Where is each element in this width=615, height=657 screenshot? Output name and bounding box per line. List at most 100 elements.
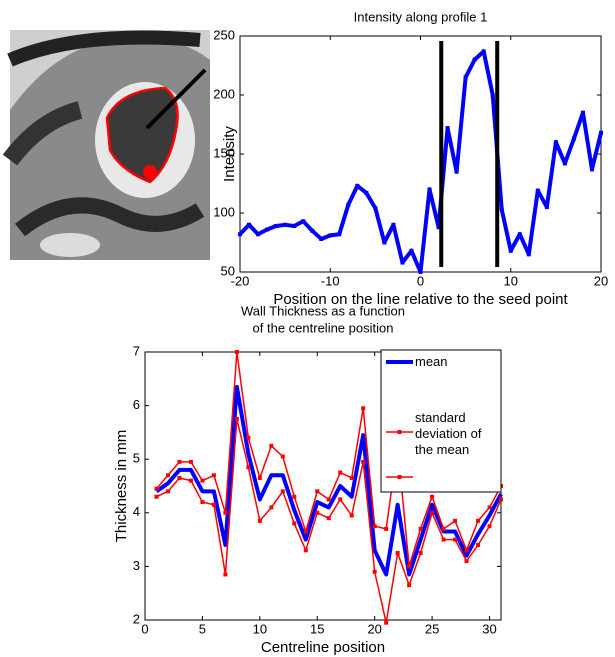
data-point — [301, 219, 305, 223]
data-point — [464, 75, 468, 79]
data-point — [258, 476, 262, 480]
data-point — [419, 527, 423, 531]
x-tick-label: -10 — [321, 273, 340, 288]
x-tick-label: 10 — [253, 621, 267, 636]
data-point — [442, 527, 446, 531]
data-point — [235, 417, 239, 421]
data-point — [189, 460, 193, 464]
data-point — [400, 261, 404, 265]
data-point — [310, 229, 314, 233]
data-point — [563, 161, 567, 165]
data-point — [246, 465, 250, 469]
y-tick-label: 4 — [133, 504, 140, 519]
data-point — [384, 527, 388, 531]
data-point — [430, 495, 434, 499]
data-point — [338, 497, 342, 501]
data-point — [223, 511, 227, 515]
data-point — [581, 111, 585, 115]
data-point — [453, 538, 457, 542]
data-point — [419, 270, 423, 274]
y-tick-label: 200 — [213, 86, 235, 101]
data-point — [154, 487, 158, 491]
legend-marker — [398, 475, 402, 479]
data-point — [488, 505, 492, 509]
data-point — [269, 505, 273, 509]
data-point — [274, 224, 278, 228]
x-tick-label: 0 — [141, 621, 148, 636]
data-point — [350, 476, 354, 480]
data-point — [382, 241, 386, 245]
legend-marker — [398, 430, 402, 434]
data-point — [189, 479, 193, 483]
data-point — [350, 513, 354, 517]
data-point — [599, 131, 603, 135]
seed-region — [143, 165, 157, 179]
data-point — [373, 524, 377, 528]
data-point — [247, 223, 251, 227]
data-point — [281, 489, 285, 493]
data-point — [384, 621, 388, 625]
data-point — [407, 564, 411, 568]
data-point — [200, 500, 204, 504]
data-point — [177, 460, 181, 464]
figure: Intensity along profile 1Position on the… — [0, 0, 615, 657]
data-point — [373, 206, 377, 210]
data-point — [509, 249, 513, 253]
y-tick-label: 7 — [133, 343, 140, 358]
data-point — [223, 572, 227, 576]
data-point — [269, 444, 273, 448]
data-point — [327, 516, 331, 520]
data-point — [258, 519, 262, 523]
data-point — [572, 137, 576, 141]
data-point — [442, 538, 446, 542]
data-point — [177, 476, 181, 480]
data-point — [319, 237, 323, 241]
x-tick-label: 5 — [199, 621, 206, 636]
data-point — [361, 460, 365, 464]
y-tick-label: 3 — [133, 558, 140, 573]
data-point — [200, 479, 204, 483]
data-point — [238, 232, 242, 236]
x-tick-label: 15 — [310, 621, 324, 636]
data-point — [396, 551, 400, 555]
y-tick-label: 50 — [221, 263, 235, 278]
data-point — [315, 489, 319, 493]
data-point — [292, 495, 296, 499]
legend-label-box: standard deviation of the mean — [415, 388, 499, 458]
data-point — [407, 583, 411, 587]
data-point — [476, 519, 480, 523]
data-point — [327, 497, 331, 501]
data-point — [338, 471, 342, 475]
data-point — [409, 249, 413, 253]
data-point — [465, 548, 469, 552]
data-point — [518, 232, 522, 236]
data-point — [373, 570, 377, 574]
data-point — [154, 495, 158, 499]
data-point — [166, 489, 170, 493]
y-tick-label: 5 — [133, 451, 140, 466]
data-point — [166, 473, 170, 477]
data-point — [536, 189, 540, 193]
data-point — [419, 551, 423, 555]
data-point — [491, 93, 495, 97]
image-region — [40, 233, 100, 257]
x-tick-label: 30 — [482, 621, 496, 636]
data-point — [304, 548, 308, 552]
data-point — [554, 140, 558, 144]
y-axis-label: Thickness in mm — [113, 430, 130, 543]
data-point — [292, 522, 296, 526]
data-point — [265, 228, 269, 232]
chart-title: of the centreline position — [253, 320, 394, 335]
data-point — [304, 530, 308, 534]
data-point — [476, 543, 480, 547]
y-tick-label: 6 — [133, 397, 140, 412]
data-point — [281, 455, 285, 459]
chart-title: Intensity along profile 1 — [354, 9, 488, 24]
data-point — [391, 223, 395, 227]
data-point — [428, 187, 432, 191]
y-tick-label: 2 — [133, 611, 140, 626]
data-point — [246, 436, 250, 440]
data-point — [256, 232, 260, 236]
data-point — [482, 49, 486, 53]
data-point — [455, 170, 459, 174]
